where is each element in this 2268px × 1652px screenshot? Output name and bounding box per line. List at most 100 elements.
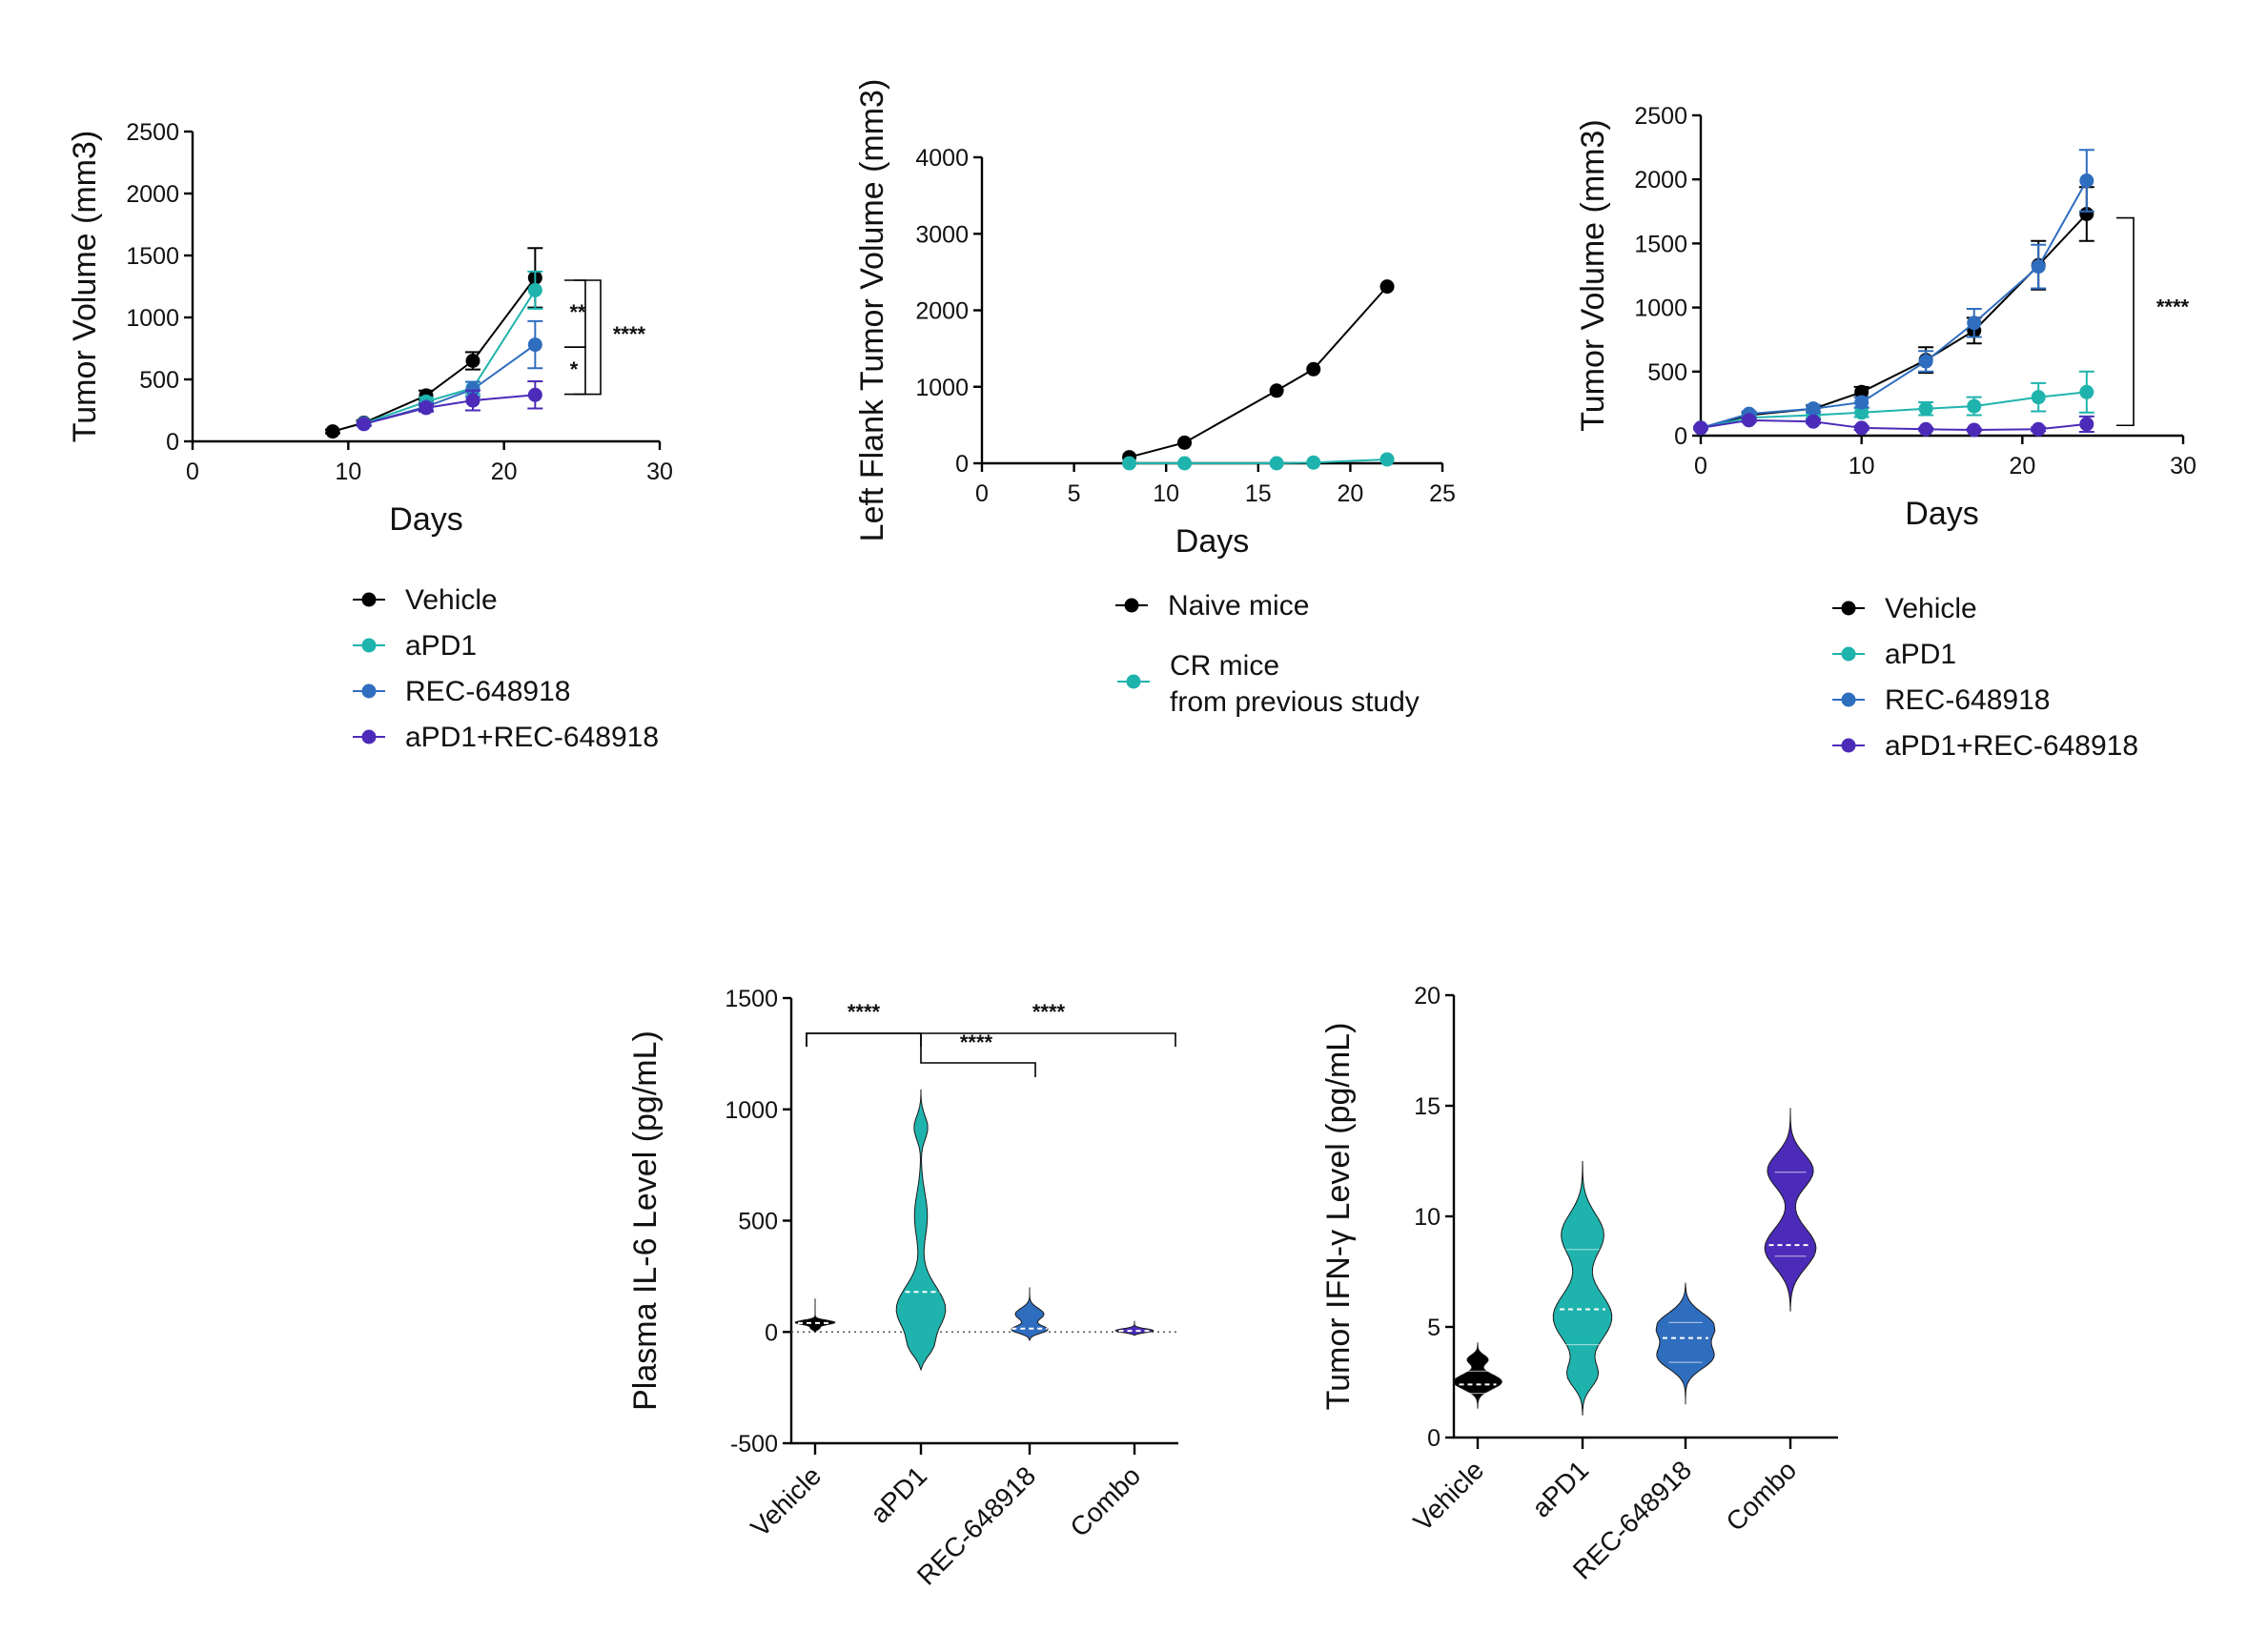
data-point [1269, 383, 1284, 398]
y-tick-label: 0 [1427, 1425, 1440, 1452]
legend: Naive mice CR mice from previous study [1115, 590, 1420, 718]
data-point [527, 282, 542, 297]
significance-label: **** [848, 1000, 881, 1024]
legend-item-vehicle: Vehicle [1832, 593, 1977, 624]
data-point [1742, 413, 1757, 428]
y-tick-label: 15 [1414, 1093, 1440, 1120]
legend-swatch-marker [361, 592, 377, 607]
violin-body [1655, 1282, 1716, 1405]
y-tick-label: 500 [139, 367, 179, 394]
legend-swatch-marker [1841, 646, 1856, 662]
legend-label: aPD1 [1885, 639, 1956, 670]
y-tick-label: 2000 [126, 181, 179, 208]
violin-body [1453, 1342, 1502, 1409]
legend-item-vehicle: Vehicle [353, 584, 498, 616]
y-tick-label: 2500 [1634, 103, 1687, 130]
data-point [465, 354, 480, 368]
data-point [1693, 420, 1708, 436]
legend-label: CR mice [1170, 650, 1279, 682]
x-tick-label: 25 [1429, 480, 1456, 507]
y-tick-label: 1000 [1634, 296, 1687, 322]
x-tick-label: Combo [1064, 1460, 1146, 1542]
x-tick-label: 0 [975, 480, 989, 507]
data-point [357, 417, 372, 432]
x-tick-label: aPD1 [1526, 1455, 1594, 1522]
significance-label: **** [2156, 295, 2190, 318]
violin-body [794, 1298, 836, 1334]
x-tick-label: 0 [186, 459, 199, 485]
data-point [1177, 435, 1193, 450]
violin-body [895, 1089, 947, 1372]
legend-label: from previous study [1170, 686, 1420, 718]
violin-vehicle [1453, 1342, 1502, 1409]
legend: Vehicle aPD1 REC-648918 aPD1+REC-648918 [1832, 593, 2138, 762]
data-point [2031, 259, 2046, 275]
x-tick-label: 20 [1337, 480, 1363, 507]
data-point [1967, 422, 1982, 438]
legend-label: aPD1 [405, 630, 477, 662]
legend-label: aPD1+REC-648918 [1885, 730, 2138, 762]
significance-label: **** [1032, 1000, 1066, 1024]
legend: Vehicle aPD1 REC-648918 aPD1+REC-648918 [353, 584, 659, 753]
legend-item-apd1: aPD1 [1832, 639, 1956, 670]
data-point [1379, 452, 1395, 467]
data-point [2079, 384, 2094, 399]
y-tick-label: 4000 [915, 145, 969, 172]
legend-item-rec-648918: REC-648918 [353, 676, 570, 707]
x-axis-label: Days [1905, 496, 1978, 532]
y-tick-label: 1500 [1634, 231, 1687, 257]
y-axis-label: Tumor Volume (mm3) [1575, 119, 1611, 431]
x-tick-label: 10 [335, 459, 361, 485]
x-tick-label: 0 [1694, 453, 1707, 479]
series-naive-mice [1122, 279, 1395, 465]
significance-label: **** [960, 1030, 993, 1054]
legend-label: aPD1+REC-648918 [405, 722, 659, 753]
series-vehicle [325, 247, 543, 439]
legend-swatch-marker [1841, 692, 1856, 707]
x-axis-label: Days [1175, 523, 1249, 560]
data-point [1854, 420, 1870, 436]
data-point [1269, 456, 1284, 471]
data-point [325, 424, 340, 439]
significance-bracket [806, 1032, 922, 1047]
legend-swatch-marker [1841, 601, 1856, 616]
y-tick-label: 10 [1414, 1204, 1440, 1231]
series-line-apd1-rec-648918 [363, 394, 536, 425]
x-tick-label: 10 [1153, 480, 1179, 507]
y-tick-label: 0 [765, 1319, 778, 1346]
x-tick-label: 10 [1849, 453, 1875, 479]
series-apd1-rec-648918 [356, 379, 543, 432]
legend-swatch-marker [361, 638, 377, 653]
data-point [2031, 390, 2046, 405]
significance-label: **** [613, 322, 646, 346]
series-line-rec-648918 [1700, 180, 2088, 429]
y-tick-label: 0 [1674, 423, 1687, 450]
legend-swatch-marker [1124, 598, 1139, 613]
data-point [1967, 398, 1982, 414]
data-point [1854, 384, 1870, 399]
legend-swatch-marker [1126, 674, 1141, 689]
series-line-apd1-rec-648918 [1700, 418, 2087, 431]
violin-vehicle [794, 1298, 836, 1334]
y-tick-label: 1000 [126, 305, 179, 332]
violin-body [1764, 1108, 1817, 1312]
series-line-naive-mice [1129, 285, 1388, 459]
chart-4-plasma-il6: -500 0 500 1000 1500 Plasma IL-6 Level (pg/mL… [627, 986, 1178, 1591]
violin-combo [1764, 1108, 1817, 1312]
x-tick-label: 5 [1068, 480, 1081, 507]
data-point [1967, 316, 1982, 331]
violin-body [1552, 1160, 1613, 1416]
legend-item-apd1: aPD1 [353, 630, 477, 662]
y-tick-label: 1000 [725, 1097, 778, 1124]
x-tick-label: Vehicle [745, 1460, 827, 1542]
y-tick-label: 0 [166, 429, 179, 456]
x-tick-label: Vehicle [1407, 1455, 1489, 1537]
y-tick-label: 5 [1427, 1315, 1440, 1341]
chart-3-tumor-volume: 0 500 1000 1500 2000 2500 0 10 20 30 Days Tumor Vol… [1575, 103, 2196, 762]
violin-apd1 [895, 1089, 947, 1372]
y-tick-label: 500 [738, 1209, 778, 1235]
x-axis-label: Days [389, 501, 462, 538]
x-tick-label: 20 [2009, 453, 2035, 479]
data-point [2031, 421, 2046, 437]
data-point [1918, 401, 1933, 417]
